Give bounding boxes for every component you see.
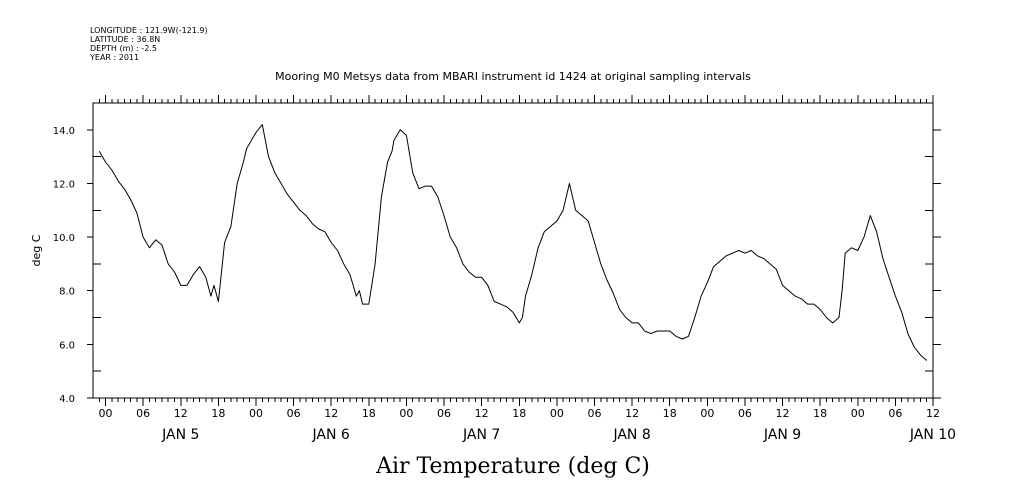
x-tick-label: 18: [211, 407, 225, 420]
x-tick-label: 12: [776, 407, 790, 420]
x-tick-label: 18: [663, 407, 677, 420]
longitude-text: LONGITUDE : 121.9W(-121.9): [90, 26, 208, 35]
y-tick-label: 14.0: [53, 126, 75, 137]
x-tick-label: 06: [287, 407, 301, 420]
day-label: JAN 5: [161, 427, 199, 443]
x-tick-label: 00: [851, 407, 865, 420]
x-tick-label: 00: [700, 407, 714, 420]
y-tick-label: 10.0: [53, 233, 75, 244]
y-axis-label: deg C: [30, 234, 43, 266]
plot-frame: [92, 102, 934, 399]
y-tick-label: 8.0: [59, 287, 75, 298]
day-label: JAN 6: [312, 427, 350, 443]
x-tick-label: 18: [813, 407, 827, 420]
x-tick-label: 12: [324, 407, 338, 420]
x-tick-label: 12: [174, 407, 188, 420]
chart-caption: Air Temperature (deg C): [376, 454, 650, 479]
y-tick-label: 12.0: [53, 179, 75, 190]
depth-text: DEPTH (m) : -2.5: [90, 44, 157, 53]
day-label: JAN 9: [763, 427, 801, 443]
x-tick-label: 06: [587, 407, 601, 420]
x-tick-label: 00: [550, 407, 564, 420]
x-tick-label: 18: [512, 407, 526, 420]
x-tick-label: 12: [625, 407, 639, 420]
latitude-text: LATITUDE : 36.8N: [90, 35, 161, 44]
x-tick-label: 06: [738, 407, 752, 420]
x-tick-label: 12: [926, 407, 940, 420]
y-tick-label: 4.0: [59, 394, 75, 405]
x-tick-label: 00: [99, 407, 113, 420]
x-tick-label: 06: [888, 407, 902, 420]
year-text: YEAR : 2011: [90, 53, 140, 62]
x-tick-label: 00: [399, 407, 413, 420]
day-label: JAN 10: [909, 427, 956, 443]
day-label: JAN 8: [612, 427, 650, 443]
x-tick-label: 12: [475, 407, 489, 420]
series-line: [98, 124, 928, 361]
day-label: JAN 7: [462, 427, 500, 443]
x-tick-label: 06: [437, 407, 451, 420]
y-tick-label: 6.0: [59, 340, 75, 351]
x-tick-label: 06: [136, 407, 150, 420]
x-tick-label: 00: [249, 407, 263, 420]
x-tick-label: 18: [362, 407, 376, 420]
chart-title: Mooring M0 Metsys data from MBARI instru…: [275, 70, 751, 83]
